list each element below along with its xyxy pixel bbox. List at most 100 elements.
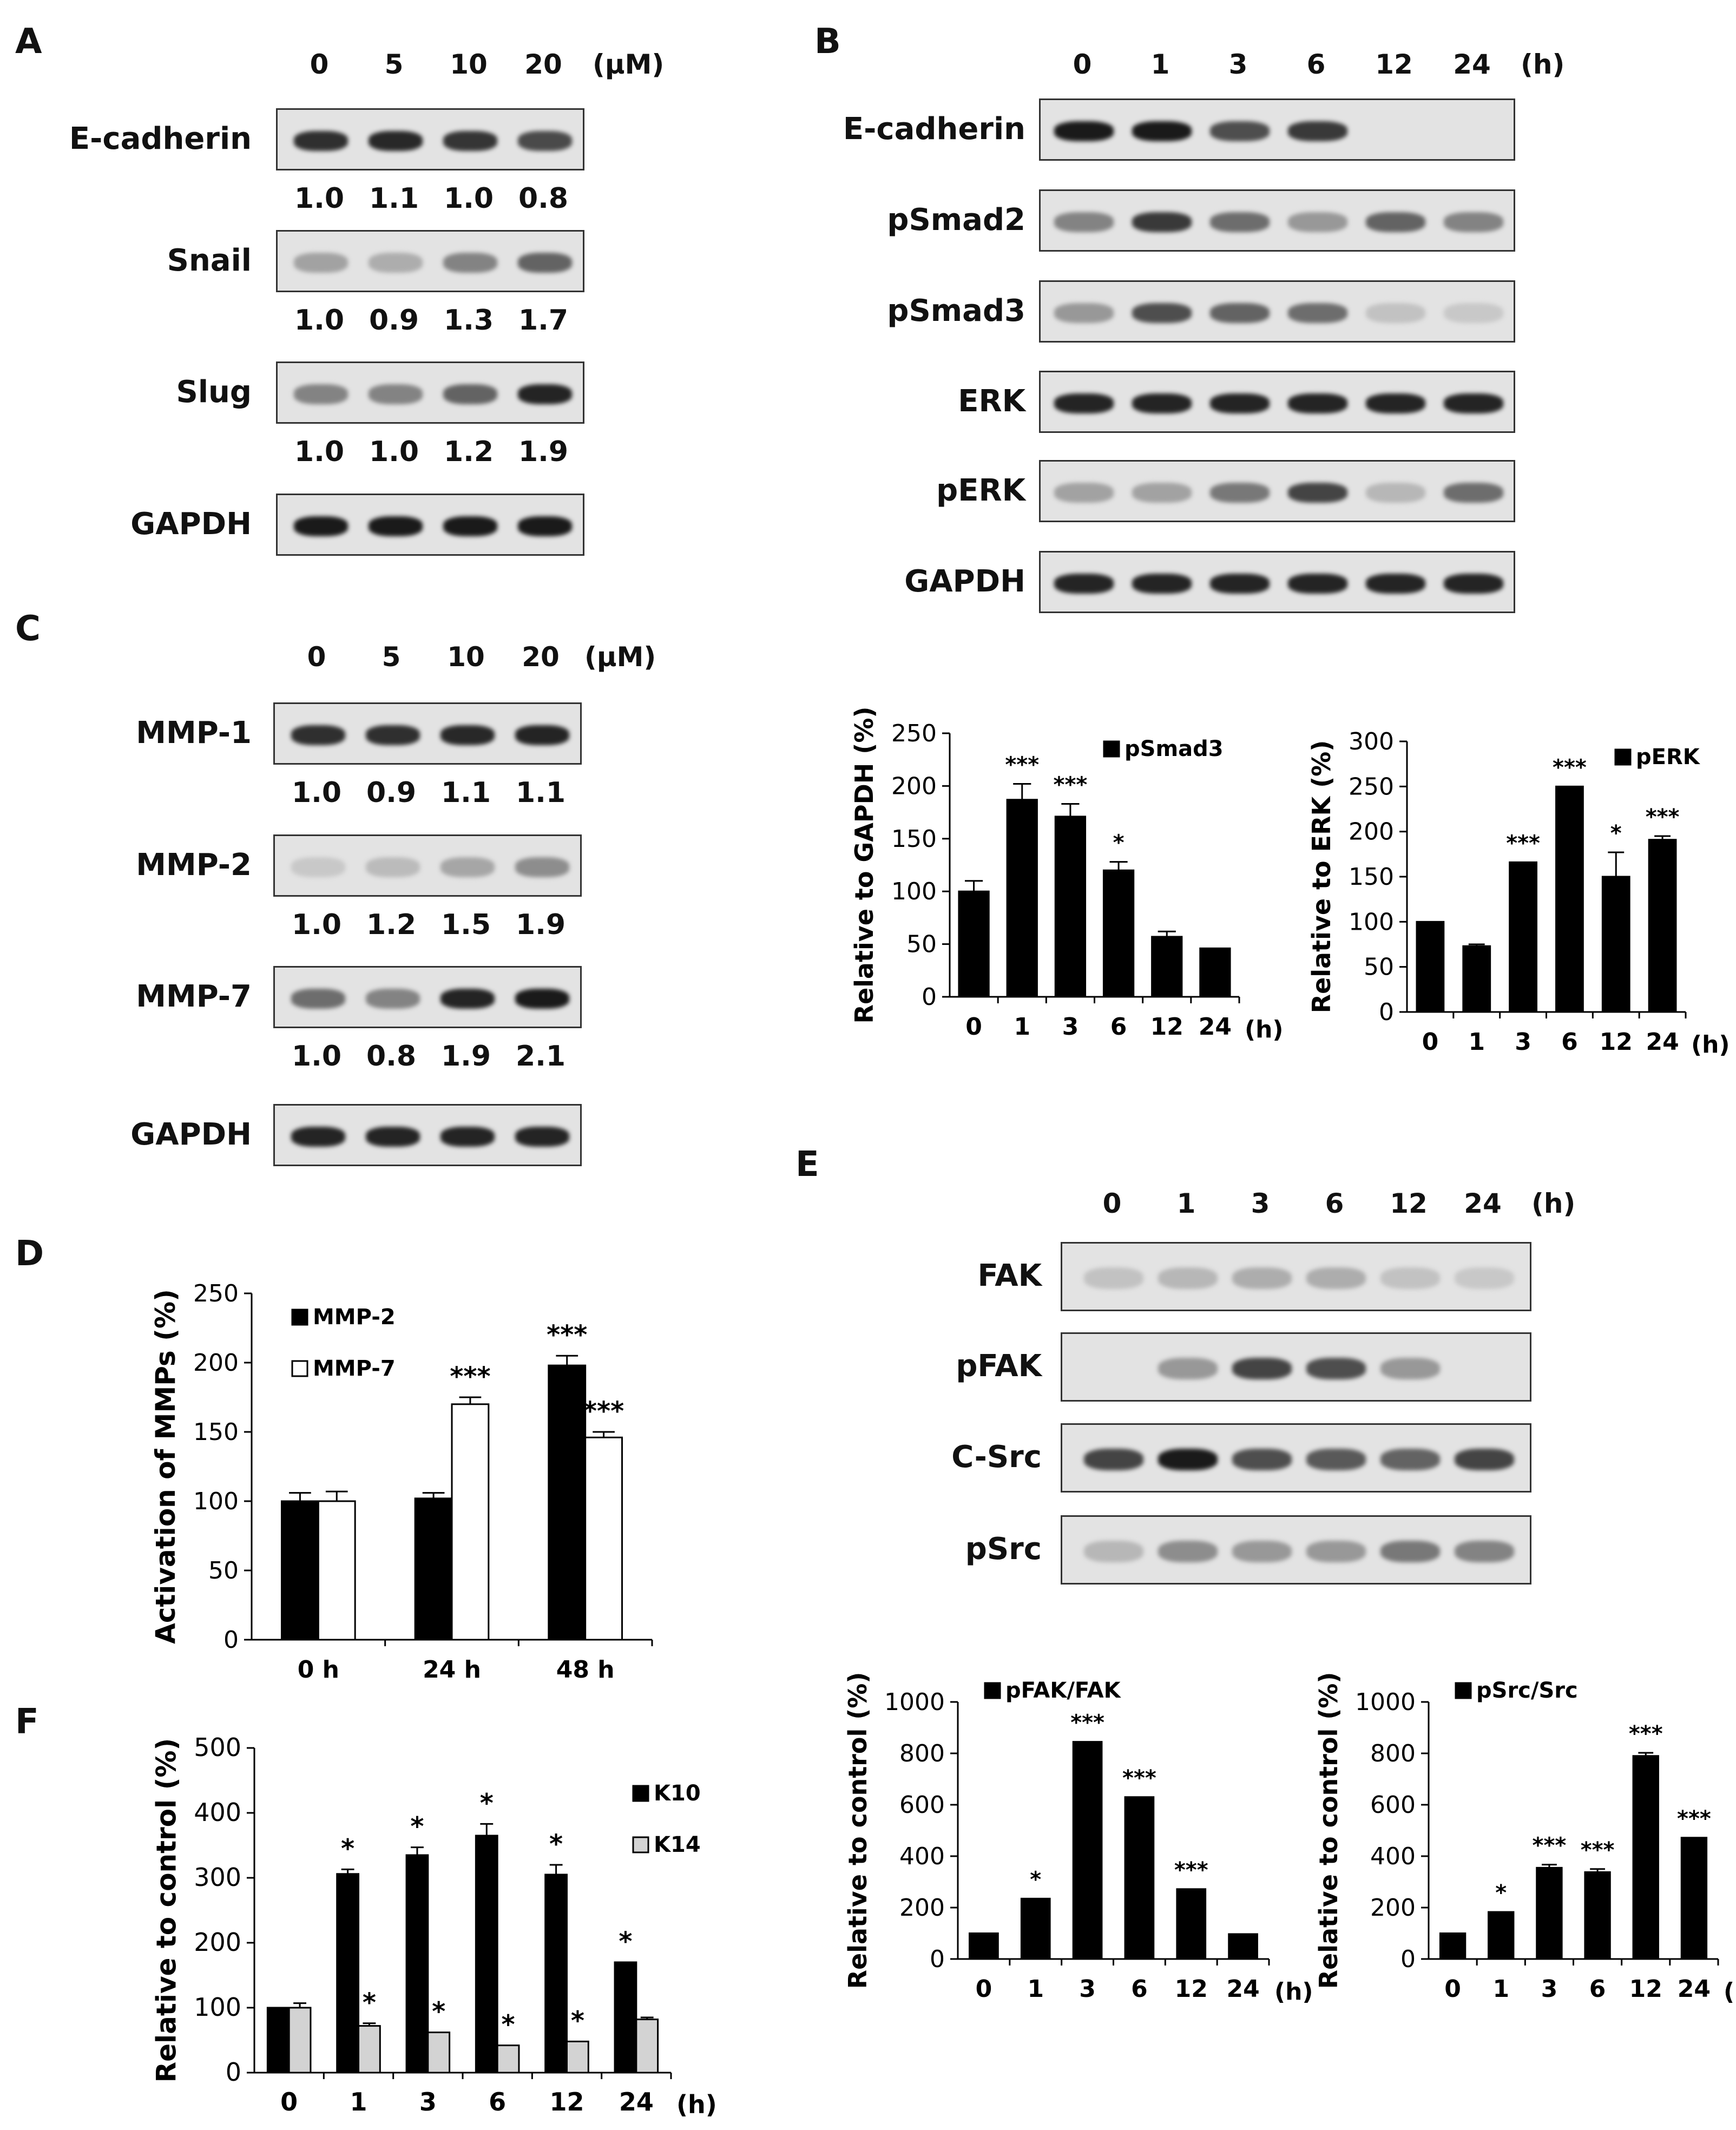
a-band-2-2 xyxy=(443,384,497,404)
e-band-3-5 xyxy=(1455,1540,1514,1563)
e-band-2-4 xyxy=(1380,1448,1440,1471)
c-row-label-1: MMP-2 xyxy=(136,847,252,883)
e-blot-0 xyxy=(1061,1242,1531,1311)
b-psmad3-x-tick-label-2: 3 xyxy=(1062,1013,1079,1041)
b-psmad3-y-tick-label-0: 0 xyxy=(922,983,937,1011)
e-band-3-1 xyxy=(1158,1540,1218,1563)
f-x-tick-label-3: 6 xyxy=(489,2087,506,2116)
c-lane-header-3: 20 xyxy=(522,641,560,673)
b-psmad3-x-tick-label-5: 24 xyxy=(1199,1013,1232,1041)
b-band-1-3 xyxy=(1288,212,1347,232)
b-band-1-4 xyxy=(1366,212,1425,232)
b-psmad3-y-tick-label-5: 250 xyxy=(891,720,937,747)
d-y-tick-label-0: 0 xyxy=(223,1626,239,1654)
f-bar-1-1 xyxy=(358,2025,381,2074)
b-band-1-0 xyxy=(1054,212,1114,232)
b-perk-y-tick-label-6: 300 xyxy=(1349,728,1394,755)
b-band-0-2 xyxy=(1210,121,1270,141)
b-psmad3-x-tick-label-0: 0 xyxy=(965,1013,982,1041)
e-band-0-5 xyxy=(1455,1267,1514,1290)
a-blot-0 xyxy=(276,108,584,170)
c-quant-0-2: 1.1 xyxy=(440,777,491,809)
c-lane-header-0: 0 xyxy=(307,641,326,673)
b-row-label-1: pSmad2 xyxy=(887,202,1025,238)
f-y-tick-label-2: 200 xyxy=(194,1928,241,1957)
e-psrc-sig-0-1: * xyxy=(1495,1881,1507,1905)
e-psrc-y-tick-label-0: 0 xyxy=(1400,1945,1416,1973)
b-row-label-3: ERK xyxy=(958,383,1025,419)
f-sig-0-2: * xyxy=(410,1812,424,1842)
d-y-label: Activation of MMPs (%) xyxy=(150,1289,181,1644)
b-psmad3-bar-0-1 xyxy=(1006,799,1038,998)
e-band-2-2 xyxy=(1232,1448,1292,1471)
e-band-1-4 xyxy=(1380,1357,1440,1380)
f-x-tick-label-1: 1 xyxy=(350,2087,367,2116)
a-row-label-3: GAPDH xyxy=(130,506,252,542)
a-band-2-0 xyxy=(294,384,348,404)
c-band-1-0 xyxy=(291,857,345,877)
b-perk-x-tick-label-0: 0 xyxy=(1422,1028,1439,1056)
a-unit-label: (μM) xyxy=(593,49,665,80)
b-psmad3-x-tick-label-3: 6 xyxy=(1110,1013,1127,1041)
f-sig-0-4: * xyxy=(549,1829,563,1859)
a-quant-2-3: 1.9 xyxy=(518,436,569,468)
f-x-tick-label-5: 24 xyxy=(619,2087,654,2116)
b-psmad3-bar-0-2 xyxy=(1054,816,1087,998)
b-blot-0 xyxy=(1039,98,1515,161)
c-blot-2 xyxy=(273,966,582,1028)
c-band-0-1 xyxy=(366,725,420,745)
c-band-1-1 xyxy=(366,857,420,877)
e-psrc-bar-0-3 xyxy=(1584,1871,1611,1960)
e-pfak-y-tick-label-3: 600 xyxy=(899,1791,945,1819)
b-lane-header-5: 24 xyxy=(1453,49,1491,80)
e-psrc-x-tick-label-0: 0 xyxy=(1444,1975,1461,2003)
d-x-tick-label-0: 0 h xyxy=(298,1656,339,1684)
e-pfak-bar-0-1 xyxy=(1020,1897,1051,1960)
d-legend-label-0: MMP-2 xyxy=(313,1305,396,1330)
c-quant-1-2: 1.5 xyxy=(440,909,491,941)
e-psrc-y-tick-label-5: 1000 xyxy=(1355,1688,1416,1716)
c-quant-1-3: 1.9 xyxy=(515,909,566,941)
b-psmad3-bar-0-5 xyxy=(1199,947,1231,998)
c-quant-0-0: 1.0 xyxy=(291,777,342,809)
f-bar-1-4 xyxy=(566,2040,589,2074)
c-band-2-2 xyxy=(440,989,495,1009)
d-sig-1-1: *** xyxy=(450,1362,490,1392)
e-pfak-legend-swatch-0 xyxy=(984,1682,1001,1699)
f-bar-0-2 xyxy=(405,1854,429,2074)
b-row-label-0: E-cadherin xyxy=(843,111,1025,147)
e-lane-header-0: 0 xyxy=(1102,1188,1122,1219)
c-blot-1 xyxy=(273,834,582,897)
b-band-4-0 xyxy=(1054,483,1114,503)
b-blot-1 xyxy=(1039,189,1515,252)
e-psrc-y-tick-label-4: 800 xyxy=(1370,1740,1416,1767)
e-band-1-1 xyxy=(1158,1357,1218,1380)
f-y-label: Relative to control (%) xyxy=(150,1738,182,2083)
a-band-2-1 xyxy=(369,384,423,404)
e-psrc-x-tick-label-5: 24 xyxy=(1678,1975,1711,2003)
d-y-tick-label-3: 150 xyxy=(193,1418,239,1446)
b-perk-sig-0-4: * xyxy=(1610,821,1622,846)
panel-letter-b: B xyxy=(814,22,841,62)
c-quant-0-1: 0.9 xyxy=(366,777,417,809)
b-band-4-5 xyxy=(1444,483,1503,503)
d-legend-swatch-0 xyxy=(291,1309,308,1326)
d-bar-0-2 xyxy=(548,1364,587,1641)
b-psmad3-y-tick-label-1: 50 xyxy=(906,931,937,958)
b-band-0-0 xyxy=(1054,121,1114,141)
e-psrc-bar-0-4 xyxy=(1632,1755,1659,1960)
e-psrc-x-tick-label-4: 12 xyxy=(1629,1975,1662,2003)
b-psmad3-x-tick-label-4: 12 xyxy=(1150,1013,1183,1041)
a-quant-2-2: 1.2 xyxy=(443,436,494,468)
b-band-4-3 xyxy=(1288,483,1347,503)
e-pfak-bar-0-3 xyxy=(1124,1796,1155,1960)
e-pfak-bar-0-2 xyxy=(1072,1741,1103,1960)
e-pfak-x-tick-label-4: 12 xyxy=(1175,1975,1208,2003)
c-quant-2-2: 1.9 xyxy=(440,1040,491,1073)
e-unit-label: (h) xyxy=(1531,1188,1576,1219)
b-perk-bar-0-2 xyxy=(1509,861,1537,1013)
b-unit-label: (h) xyxy=(1521,49,1565,80)
c-lane-header-1: 5 xyxy=(382,641,401,673)
f-bar-0-1 xyxy=(336,1873,360,2074)
e-pfak-bar-0-0 xyxy=(969,1932,999,1960)
